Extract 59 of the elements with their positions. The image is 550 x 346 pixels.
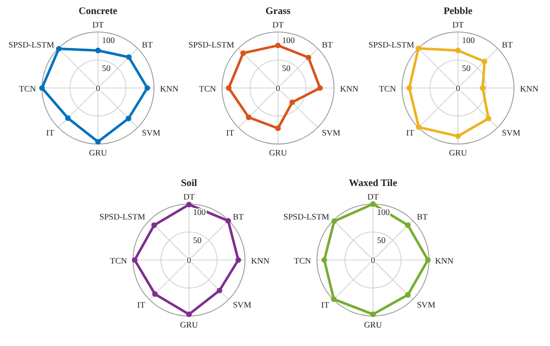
spoke-label: TCN [199,84,216,94]
y-tick-label: 0 [276,83,280,93]
spoke-label: GRU [89,148,107,158]
chart-title: Concrete [78,6,118,17]
spoke-label: SVM [232,299,252,310]
spoke-label: GRU [180,320,198,330]
spoke-label: SPSD-LSTM [368,40,415,50]
spoke-label: SVM [142,127,161,138]
spoke-label: IT [321,299,330,310]
chart-title: Grass [266,6,291,17]
y-tick-label: 100 [462,35,475,45]
spoke-label: SVM [502,127,521,138]
spoke-label: BT [502,40,514,50]
y-tick-label: 100 [193,207,206,217]
spoke-label: SPSD-LSTM [99,212,146,222]
spoke-label: BT [232,212,245,222]
y-tick-label: 50 [462,63,470,73]
spoke-label: KNN [160,84,178,94]
spoke-label: KNN [251,256,270,266]
y-tick-label: 50 [282,63,290,73]
y-tick-label: 100 [282,35,295,45]
chart-title: Waxed Tile [348,178,398,189]
spoke-label: BT [416,212,429,222]
spoke-label: DT [183,192,196,202]
spoke-label: DT [452,20,464,30]
y-tick-label: 100 [102,35,115,45]
spoke-label: KNN [435,256,454,266]
spoke-label: DT [92,20,104,30]
spoke-label: TCN [110,256,127,266]
spoke-label: SVM [322,127,341,138]
spoke-label: SPSD-LSTM [283,212,330,222]
spoke-label: SVM [416,299,436,310]
spoke-label: GRU [269,148,287,158]
spoke-label: SPSD-LSTM [188,40,235,50]
y-tick-label: 50 [377,235,386,245]
spoke-label: TCN [19,84,36,94]
y-tick-label: 50 [193,235,202,245]
y-tick-label: 50 [102,63,110,73]
spoke-label: IT [406,127,415,138]
y-tick-label: 0 [186,255,192,265]
spoke-label: DT [367,192,380,202]
spoke-label: GRU [449,148,467,158]
spoke-label: DT [272,20,284,30]
spoke-label: IT [46,127,55,138]
chart-title: Soil [180,178,198,189]
y-tick-label: 0 [96,83,100,93]
spoke-label: TCN [294,256,311,266]
spoke-label: SPSD-LSTM [8,40,55,50]
y-tick-label: 0 [456,83,460,93]
spoke-label: IT [137,299,146,310]
spoke-label: KNN [520,84,538,94]
spoke-label: TCN [379,84,396,94]
spoke-label: BT [322,40,334,50]
spoke-label: GRU [364,320,382,330]
chart-title: Pebble [444,6,474,17]
spoke-label: BT [142,40,154,50]
y-tick-label: 0 [370,255,376,265]
spoke-label: IT [226,127,235,138]
spoke-label: KNN [340,84,358,94]
